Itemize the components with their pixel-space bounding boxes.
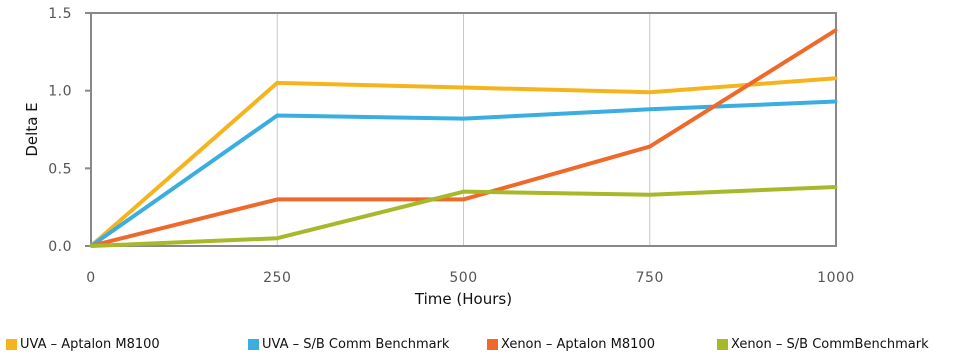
data-point [648,193,652,197]
data-point [89,244,93,248]
data-point [462,117,465,121]
y-tick-label: 0.5 [48,161,72,177]
data-point [462,197,465,201]
y-tick-label: 0.0 [48,239,72,255]
legend-item: UVA – Aptalon M8100 [6,337,160,352]
x-tick-label: 250 [263,270,291,286]
tick-labels: 0 250 500 750 1000 0.0 0.5 1.0 1.5 [48,6,855,286]
legend-label: Xenon – Aptalon M8100 [501,337,655,352]
data-point [462,190,465,194]
data-point [648,90,652,94]
y-tick-label: 1.0 [48,84,72,100]
data-point [462,86,465,90]
data-point [834,28,838,32]
legend-item: Xenon – Aptalon M8100 [487,337,655,352]
x-tick-label: 750 [636,270,664,286]
data-point [275,114,279,118]
data-point [834,76,838,80]
plot-area-frame [90,12,837,247]
legend-swatch [6,339,17,350]
legend-item: UVA – S/B Comm Benchmark [248,337,449,352]
x-tick-label: 1000 [817,270,855,286]
legend-item: Xenon – S/B CommBenchmark [717,337,929,352]
legend-label: UVA – Aptalon M8100 [20,337,160,352]
data-point [275,197,279,201]
x-tick-label: 500 [449,270,477,286]
data-point [275,81,279,85]
x-tick-label: 0 [86,270,95,286]
y-axis-title: Delta E [23,102,41,156]
data-point [648,145,652,149]
data-point [834,185,838,189]
legend-swatch [717,339,728,350]
data-point [275,236,279,240]
legend-label: Xenon – S/B CommBenchmark [731,337,929,352]
data-point [648,107,652,111]
legend-swatch [487,339,498,350]
x-axis-title: Time (Hours) [414,290,512,308]
y-tick-label: 1.5 [48,6,72,22]
legend-swatch [248,339,259,350]
series-layer [89,28,838,248]
data-point [834,100,838,104]
chart-legend: UVA – Aptalon M8100 UVA – S/B Comm Benchm… [0,337,971,356]
legend-label: UVA – S/B Comm Benchmark [262,337,450,352]
grid-layer [85,12,651,247]
